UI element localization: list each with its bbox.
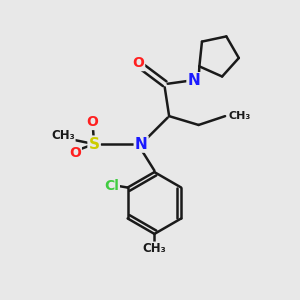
- Text: N: N: [188, 73, 200, 88]
- Text: O: O: [132, 56, 144, 70]
- Text: S: S: [88, 136, 100, 152]
- Text: Cl: Cl: [104, 179, 119, 193]
- Text: N: N: [188, 73, 200, 88]
- Text: CH₃: CH₃: [229, 111, 251, 121]
- Text: O: O: [87, 115, 98, 129]
- Text: CH₃: CH₃: [142, 242, 166, 255]
- Text: O: O: [69, 146, 81, 160]
- Text: CH₃: CH₃: [51, 129, 75, 142]
- Text: N: N: [135, 136, 148, 152]
